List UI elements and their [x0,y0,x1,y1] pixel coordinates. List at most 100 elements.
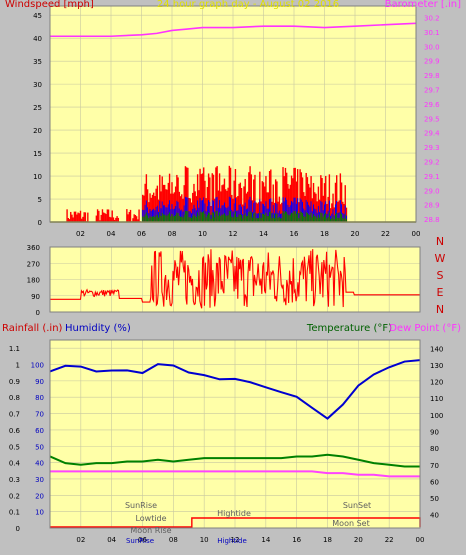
top-y-right-tick-label: 30.2 [424,15,440,23]
rain-tick-label: 0.7 [9,411,20,419]
compass-label: S [437,269,444,282]
bottom-sunrise-label: SunRise [126,537,154,545]
rain-tick-label: 1.1 [9,345,20,353]
bottom-hightide-label: Hightide [217,537,247,545]
temp-tick-label: 100 [430,412,443,420]
astro-annotation: SunSet [343,501,371,510]
top-x-tick-label: 06 [137,230,146,238]
bottom-x-tick-label: 04 [107,536,116,544]
compass-label: N [436,235,444,248]
humidity-tick-label: 40 [35,460,44,468]
wind-direction-line [50,249,420,309]
bottom-x-tick-label: 16 [292,536,301,544]
rain-tick-label: 0.1 [9,509,20,517]
rain-tick-label: 0.9 [9,378,20,386]
top-y-right-tick-label: 29.8 [424,72,440,80]
temp-tick-label: 120 [430,379,443,387]
top-x-tick-label: 22 [381,230,390,238]
dewpoint-label: Dew Point (°F) [389,323,461,334]
rain-tick-label: 0 [16,525,20,533]
top-x-tick-label: 12 [229,230,238,238]
rain-tick-label: 1 [16,362,20,370]
top-y-left-tick-label: 20 [33,127,42,135]
compass-label: W [435,252,446,265]
bottom-x-tick-label: 18 [323,536,332,544]
top-y-right-tick-label: 30.1 [424,29,440,37]
bottom-x-tick-label: 22 [385,536,394,544]
humidity-tick-label: 80 [35,394,44,402]
top-y-right-tick-label: 29.1 [424,173,440,181]
temp-tick-label: 70 [430,462,439,470]
top-x-tick-label: 10 [198,230,207,238]
temp-tick-label: 130 [430,362,443,370]
dir-plot-border [49,246,421,313]
compass-label: E [437,286,444,299]
top-y-left-tick-label: 35 [33,58,42,66]
top-x-tick-label: 16 [290,230,299,238]
temp-tick-label: 80 [430,445,439,453]
dir-y-tick-label: 0 [36,309,40,317]
rain-tick-label: 0.4 [9,460,21,468]
compass-label: N [436,303,444,316]
top-y-right-tick-label: 29.0 [424,187,440,195]
top-y-left-tick-label: 25 [33,104,42,112]
humidity-tick-label: 30 [35,476,44,484]
astro-annotation: Moon Rise [130,526,171,535]
humidity-tick-label: 50 [35,443,44,451]
top-y-left-tick-label: 10 [33,173,42,181]
rain-tick-label: 0.8 [9,394,20,402]
top-right-label: Barometer [.in] [385,0,461,10]
top-y-right-tick-label: 30.0 [424,43,440,51]
astro-annotation: Hightide [217,509,251,518]
temp-tick-label: 90 [430,429,439,437]
top-y-right-tick-label: 29.7 [424,87,440,95]
humidity-tick-label: 90 [35,378,44,386]
astro-annotation: Lowtide [135,514,166,523]
bottom-x-tick-label: 14 [261,536,270,544]
humidity-line [49,359,421,420]
humidity-label: Humidity (%) [65,323,131,334]
top-x-tick-label: 00 [412,230,421,238]
top-y-right-tick-label: 29.5 [424,115,440,123]
top-y-left-tick-label: 5 [38,196,42,204]
top-y-left-tick-label: 0 [38,219,42,227]
bottom-plot-border [49,339,421,529]
temp-tick-label: 110 [430,395,443,403]
temp-tick-label: 50 [430,495,439,503]
top-x-tick-label: 08 [168,230,177,238]
top-x-tick-label: 14 [259,230,268,238]
bottom-x-tick-label: 08 [169,536,178,544]
top-y-right-tick-label: 29.2 [424,159,440,167]
temp-tick-label: 60 [430,478,439,486]
humidity-tick-label: 100 [31,362,44,370]
top-y-left-tick-label: 45 [33,12,42,20]
dir-y-tick-label: 90 [31,293,40,301]
bottom-x-tick-label: 10 [200,536,209,544]
astro-annotation: SunRise [125,501,157,510]
top-x-tick-label: 04 [107,230,116,238]
rain-tick-label: 0.6 [9,427,21,435]
humidity-tick-label: 10 [35,509,44,517]
rain-tick-label: 0.2 [9,492,20,500]
top-y-right-tick-label: 28.9 [424,202,440,210]
top-y-left-tick-label: 40 [33,35,42,43]
rainfall-label: Rainfall (.in) [2,323,63,334]
barometer-line [50,22,417,38]
bottom-x-tick-label: 00 [416,536,425,544]
top-y-right-tick-label: 29.9 [424,58,440,66]
humidity-tick-label: 60 [35,427,44,435]
bottom-x-tick-label: 12 [231,536,240,544]
top-x-tick-label: 20 [351,230,360,238]
humidity-tick-label: 20 [35,492,44,500]
dir-y-tick-label: 180 [27,277,40,285]
rain-tick-label: 0.5 [9,443,20,451]
temp-tick-label: 40 [430,512,439,520]
astro-annotation: Moon Set [332,519,369,528]
temperature-label: Temperature (°F) [306,323,392,334]
dir-y-tick-label: 360 [27,244,40,252]
top-y-right-tick-label: 29.4 [424,130,440,138]
top-title: 24 hour graph day - August 02 2016 [157,0,339,10]
bottom-x-tick-label: 06 [138,536,147,544]
humidity-tick-label: 70 [35,411,44,419]
